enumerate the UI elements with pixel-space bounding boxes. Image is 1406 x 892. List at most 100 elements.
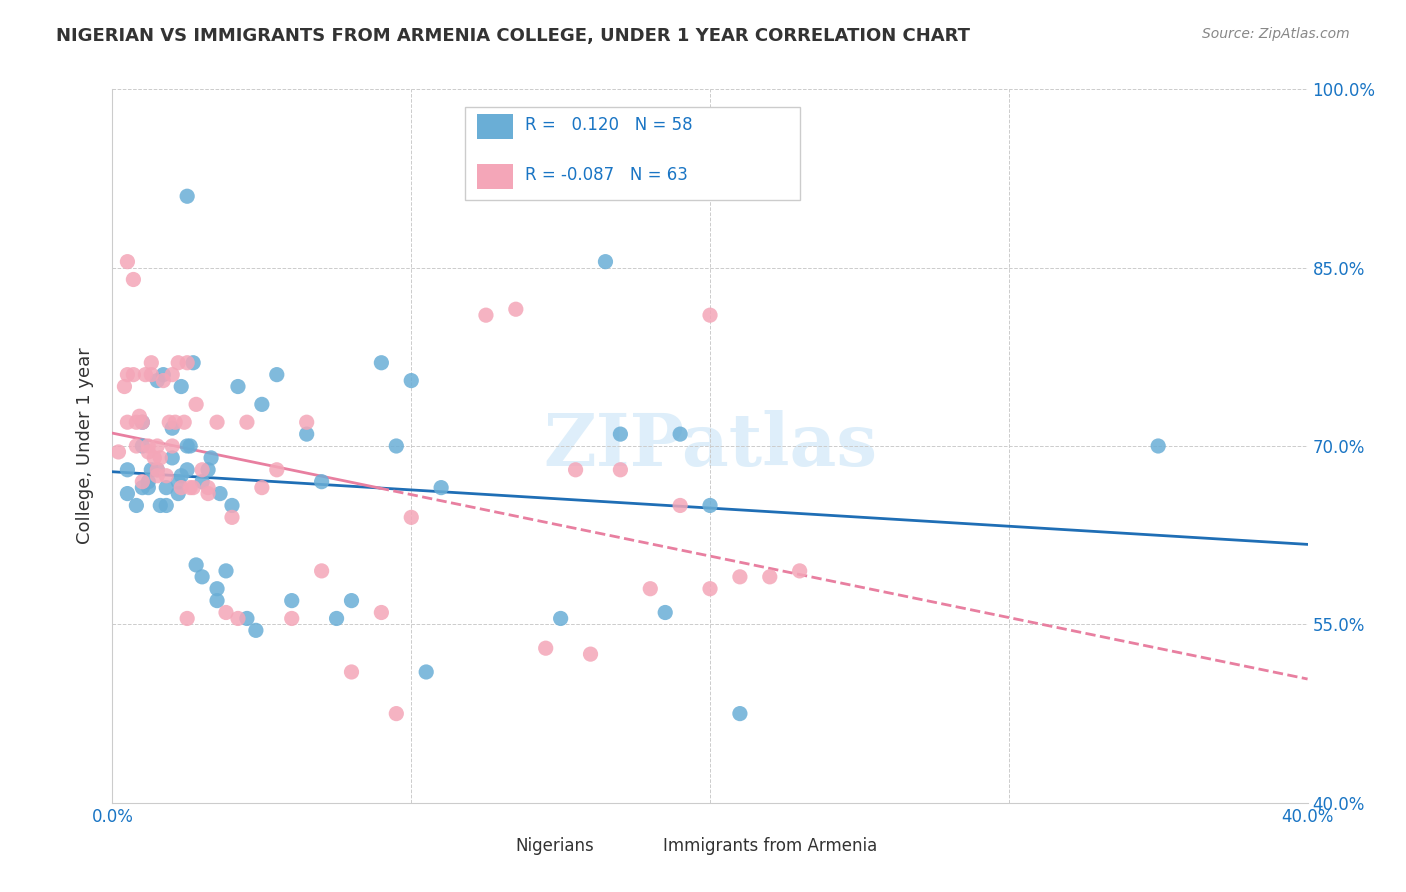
Point	[728, 570, 751, 584]
Point	[205, 593, 228, 607]
Point	[125, 499, 148, 513]
FancyBboxPatch shape	[477, 114, 513, 139]
Point	[266, 368, 288, 382]
Point	[250, 481, 273, 495]
Point	[138, 481, 160, 495]
FancyBboxPatch shape	[489, 835, 519, 856]
Text: NIGERIAN VS IMMIGRANTS FROM ARMENIA COLLEGE, UNDER 1 YEAR CORRELATION CHART: NIGERIAN VS IMMIGRANTS FROM ARMENIA COLL…	[56, 27, 970, 45]
Point	[165, 415, 187, 429]
Point	[186, 558, 208, 572]
Point	[181, 481, 204, 495]
Point	[325, 611, 347, 625]
Point	[167, 486, 190, 500]
Point	[245, 624, 267, 638]
Point	[609, 427, 631, 442]
Point	[226, 379, 249, 393]
Point	[295, 427, 318, 442]
Point	[152, 368, 174, 382]
Text: Immigrants from Armenia: Immigrants from Armenia	[662, 837, 877, 855]
Point	[131, 415, 153, 429]
Point	[155, 499, 177, 513]
Point	[191, 570, 214, 584]
Point	[176, 189, 198, 203]
Point	[128, 409, 150, 424]
Point	[170, 468, 193, 483]
Point	[197, 486, 219, 500]
Point	[138, 445, 160, 459]
Point	[176, 611, 198, 625]
Point	[134, 368, 156, 382]
Point	[167, 356, 190, 370]
Point	[266, 463, 288, 477]
Point	[141, 356, 163, 370]
Point	[155, 481, 177, 495]
Point	[669, 427, 692, 442]
Point	[221, 499, 243, 513]
Point	[117, 415, 139, 429]
Point	[117, 254, 139, 268]
Point	[200, 450, 222, 465]
Point	[146, 439, 169, 453]
Point	[205, 582, 228, 596]
Point	[236, 415, 259, 429]
Point	[179, 439, 201, 453]
Point	[221, 510, 243, 524]
Point	[215, 564, 238, 578]
Point	[146, 374, 169, 388]
Point	[281, 593, 304, 607]
Point	[125, 439, 148, 453]
Point	[226, 611, 249, 625]
Text: R = -0.087   N = 63: R = -0.087 N = 63	[524, 166, 688, 184]
Point	[162, 439, 183, 453]
Point	[143, 450, 166, 465]
Point	[340, 665, 363, 679]
Point	[141, 368, 163, 382]
Point	[236, 611, 259, 625]
Point	[155, 468, 177, 483]
Point	[149, 450, 172, 465]
Point	[699, 308, 721, 322]
Point	[281, 611, 304, 625]
Point	[117, 368, 139, 382]
Point	[146, 463, 169, 477]
Point	[176, 356, 198, 370]
Point	[370, 356, 392, 370]
Point	[146, 463, 169, 477]
Point	[640, 582, 662, 596]
Point	[186, 397, 208, 411]
Point	[340, 593, 363, 607]
Point	[385, 439, 408, 453]
Point	[125, 415, 148, 429]
Point	[131, 415, 153, 429]
Point	[430, 481, 453, 495]
Point	[669, 499, 692, 513]
Point	[505, 302, 527, 317]
Point	[197, 481, 219, 495]
Point	[1147, 439, 1170, 453]
Point	[609, 463, 631, 477]
Point	[170, 379, 193, 393]
Point	[117, 463, 139, 477]
Point	[138, 439, 160, 453]
Point	[579, 647, 602, 661]
Point	[205, 415, 228, 429]
Point	[131, 481, 153, 495]
Point	[789, 564, 811, 578]
FancyBboxPatch shape	[477, 164, 513, 189]
Text: ZIPatlas: ZIPatlas	[543, 410, 877, 482]
Point	[475, 308, 498, 322]
Point	[162, 421, 183, 435]
Point	[176, 439, 198, 453]
Point	[152, 374, 174, 388]
Point	[176, 463, 198, 477]
Point	[385, 706, 408, 721]
Point	[250, 397, 273, 411]
Text: Source: ZipAtlas.com: Source: ZipAtlas.com	[1202, 27, 1350, 41]
Point	[173, 415, 195, 429]
Point	[311, 475, 333, 489]
Point	[181, 356, 204, 370]
Point	[370, 606, 392, 620]
Point	[157, 415, 180, 429]
Point	[534, 641, 557, 656]
Point	[107, 445, 129, 459]
